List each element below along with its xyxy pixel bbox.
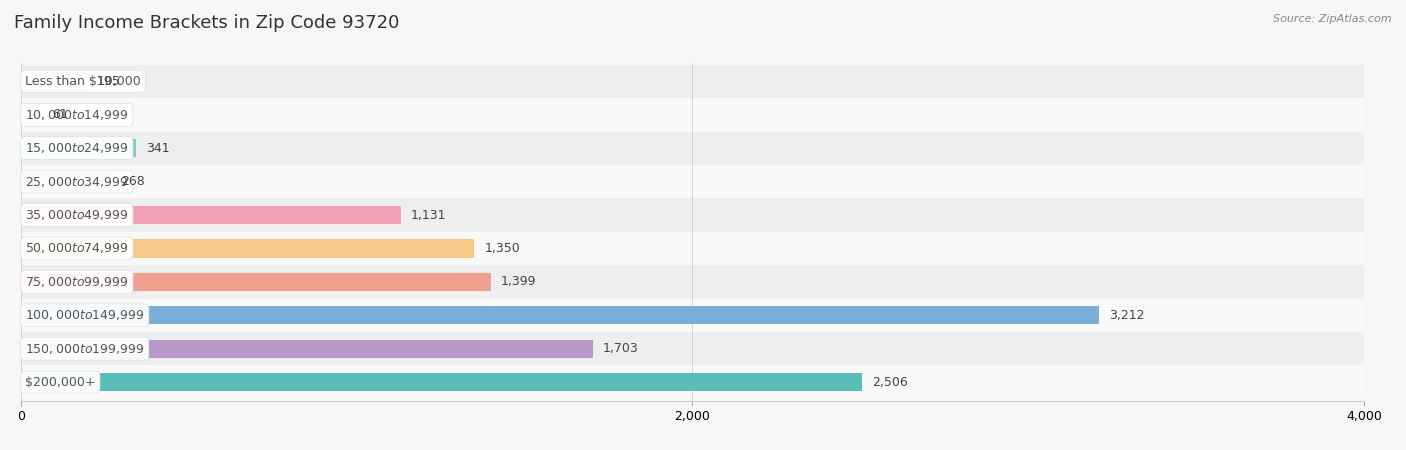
Bar	[0, 232, 1406, 265]
Bar	[21, 239, 474, 258]
Bar	[21, 273, 491, 291]
Bar	[0, 332, 1406, 365]
Bar	[21, 339, 593, 358]
Text: 3,212: 3,212	[1109, 309, 1144, 322]
Bar	[0, 131, 1406, 165]
Bar	[0, 265, 1406, 299]
Text: $10,000 to $14,999: $10,000 to $14,999	[25, 108, 128, 122]
Text: 61: 61	[52, 108, 67, 122]
Text: 1,703: 1,703	[603, 342, 638, 355]
Bar	[0, 165, 1406, 198]
Text: $25,000 to $34,999: $25,000 to $34,999	[25, 175, 128, 189]
Text: Family Income Brackets in Zip Code 93720: Family Income Brackets in Zip Code 93720	[14, 14, 399, 32]
Text: 2,506: 2,506	[872, 376, 908, 389]
Bar	[0, 299, 1406, 332]
Bar	[21, 139, 135, 158]
Bar	[0, 365, 1406, 399]
Text: $15,000 to $24,999: $15,000 to $24,999	[25, 141, 128, 155]
Bar	[0, 198, 1406, 232]
Text: 195: 195	[97, 75, 121, 88]
Bar	[21, 72, 87, 90]
Bar	[21, 172, 111, 191]
Text: $50,000 to $74,999: $50,000 to $74,999	[25, 242, 128, 256]
Bar	[21, 306, 1099, 324]
Text: $200,000+: $200,000+	[25, 376, 96, 389]
Text: $35,000 to $49,999: $35,000 to $49,999	[25, 208, 128, 222]
Bar	[0, 65, 1406, 98]
Text: Less than $10,000: Less than $10,000	[25, 75, 141, 88]
Bar	[0, 98, 1406, 131]
Bar	[21, 373, 862, 392]
Text: 341: 341	[146, 142, 169, 155]
Text: $150,000 to $199,999: $150,000 to $199,999	[25, 342, 145, 356]
Bar	[21, 106, 42, 124]
Text: 268: 268	[121, 175, 145, 188]
Text: $100,000 to $149,999: $100,000 to $149,999	[25, 308, 145, 322]
Text: 1,399: 1,399	[501, 275, 536, 288]
Text: Source: ZipAtlas.com: Source: ZipAtlas.com	[1274, 14, 1392, 23]
Bar	[21, 206, 401, 224]
Text: 1,131: 1,131	[411, 208, 446, 221]
Text: $75,000 to $99,999: $75,000 to $99,999	[25, 275, 128, 289]
Text: 1,350: 1,350	[484, 242, 520, 255]
